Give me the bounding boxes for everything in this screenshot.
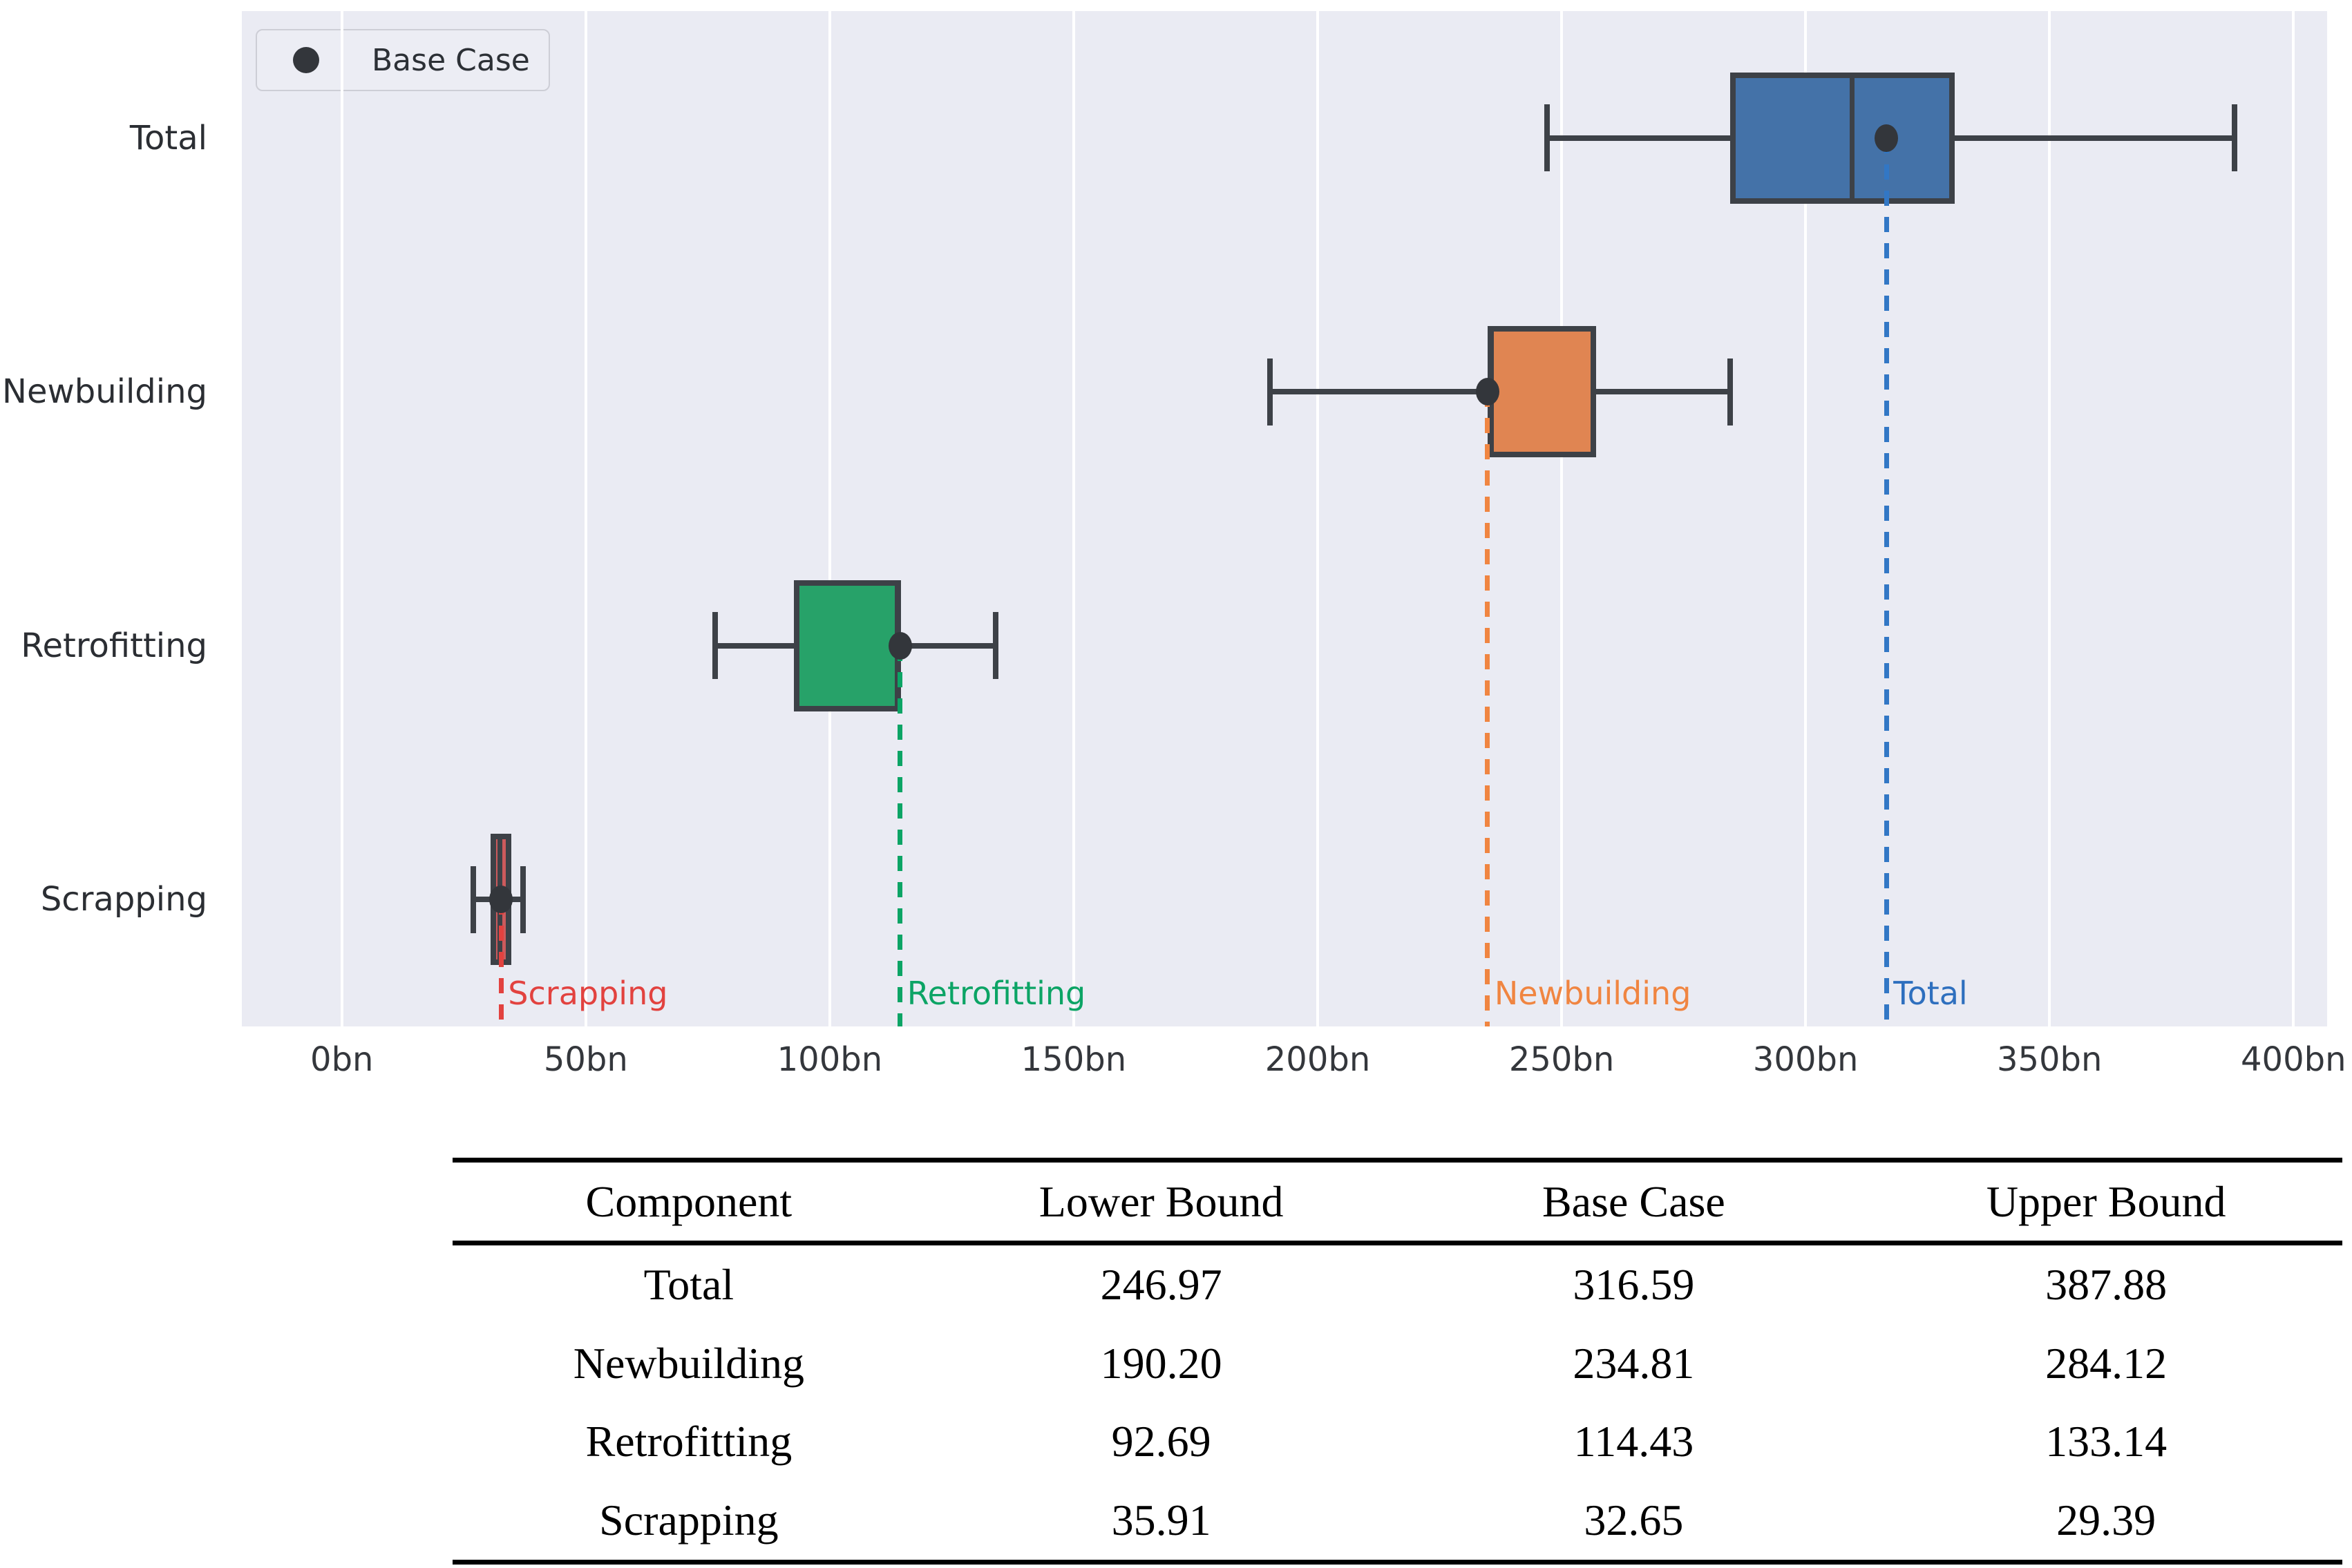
whisker-line-high <box>900 642 996 649</box>
x-tick-label: 150bn <box>1021 1040 1127 1079</box>
table-cell: 246.97 <box>1100 1259 1222 1309</box>
y-category-label: Scrapping <box>40 880 207 919</box>
whisker-line-low <box>473 897 491 903</box>
table-cell: Scrapping <box>599 1495 779 1545</box>
table-row: Total 246.97 316.59 387.88 <box>453 1245 2342 1324</box>
base-case-dashed-line <box>498 899 504 1026</box>
base-case-dashed-line <box>1884 137 1889 1026</box>
base-case-marker <box>1475 378 1499 406</box>
x-tick-label: 0bn <box>310 1040 374 1079</box>
base-case-line-label: Retrofitting <box>907 975 1086 1012</box>
legend: Base Case <box>256 29 550 91</box>
base-case-dashed-line <box>1485 392 1490 1026</box>
x-tick-label: 400bn <box>2241 1040 2346 1079</box>
whisker-line-low <box>1546 135 1730 141</box>
bounds-table: Component Lower Bound Base Case Upper Bound… <box>453 1158 2342 1565</box>
gridline <box>1316 11 1320 1026</box>
table-cell: Newbuilding <box>573 1338 804 1388</box>
x-tick-label: 250bn <box>1508 1040 1615 1079</box>
x-tick-label: 50bn <box>543 1040 628 1079</box>
table-row: Retrofitting 92.69 114.43 133.14 <box>453 1402 2342 1481</box>
table-header-cell: Upper Bound <box>1986 1176 2226 1226</box>
legend-label: Base Case <box>372 42 530 78</box>
whisker-cap-high <box>1727 358 1733 426</box>
whisker-cap-high <box>520 866 526 933</box>
box-newbuilding <box>1488 326 1596 458</box>
plot-area: Base Case Total Newbuilding Retrofitting Sc… <box>242 11 2327 1026</box>
whisker-cap-low <box>1544 104 1550 172</box>
whisker-cap-low <box>712 612 718 680</box>
gridline <box>1560 11 1564 1026</box>
table-header-cell: Lower Bound <box>1039 1176 1284 1226</box>
x-tick-label: 350bn <box>1996 1040 2103 1079</box>
table-cell: Retrofitting <box>585 1417 793 1466</box>
x-tick-label: 100bn <box>777 1040 883 1079</box>
y-category-label: Total <box>129 118 207 157</box>
table-cell: 114.43 <box>1573 1417 1694 1466</box>
table-row: Newbuilding 190.20 234.81 284.12 <box>453 1324 2342 1403</box>
base-case-marker <box>888 631 912 660</box>
whisker-cap-low <box>470 866 476 933</box>
whisker-line-low <box>1269 389 1489 395</box>
box-retrofitting <box>794 580 900 711</box>
table-cell: 387.88 <box>2045 1259 2168 1309</box>
base-case-line-label: Total <box>1893 975 1968 1012</box>
table-cell: 35.91 <box>1111 1495 1211 1545</box>
table-cell: Total <box>643 1259 734 1309</box>
table-header-cell: Component <box>585 1176 793 1226</box>
base-case-line-label: Scrapping <box>508 975 668 1012</box>
median-line <box>1849 72 1855 204</box>
whisker-cap-low <box>1267 358 1273 426</box>
x-tick-label: 200bn <box>1264 1040 1371 1079</box>
y-category-label: Retrofitting <box>21 626 207 665</box>
gridline <box>2048 11 2051 1026</box>
whisker-line-high <box>1954 135 2235 141</box>
table-cell: 284.12 <box>2045 1338 2168 1388</box>
whisker-cap-high <box>992 612 998 680</box>
table-cell: 92.69 <box>1111 1417 1211 1466</box>
table-row: Scrapping 35.91 32.65 29.39 <box>453 1481 2342 1560</box>
base-case-marker <box>1875 124 1899 152</box>
whisker-line-high <box>511 897 523 903</box>
whisker-line-high <box>1595 389 1730 395</box>
table-cell: 190.20 <box>1100 1338 1222 1388</box>
whisker-line-low <box>714 642 795 649</box>
table-header-row: Component Lower Bound Base Case Upper Bound <box>453 1163 2342 1245</box>
gridline <box>2292 11 2295 1026</box>
base-case-dot-icon <box>293 47 319 73</box>
table-header-cell: Base Case <box>1542 1176 1725 1226</box>
gridline <box>584 11 587 1026</box>
box-total <box>1729 72 1955 204</box>
table-body: Total 246.97 316.59 387.88 Newbuilding 190.20… <box>453 1245 2342 1560</box>
table-cell: 29.39 <box>2056 1495 2156 1545</box>
gridline <box>1804 11 1808 1026</box>
base-case-line-label: Newbuilding <box>1494 975 1691 1012</box>
whisker-cap-high <box>2231 104 2237 172</box>
base-case-dashed-line <box>898 645 903 1026</box>
table-cell: 32.65 <box>1584 1495 1684 1545</box>
gridline <box>340 11 343 1026</box>
table-cell: 234.81 <box>1573 1338 1695 1388</box>
base-case-marker <box>489 886 513 914</box>
table-cell: 133.14 <box>2045 1417 2168 1466</box>
y-category-label: Newbuilding <box>2 372 207 412</box>
gridline <box>1072 11 1075 1026</box>
x-tick-label: 300bn <box>1752 1040 1859 1079</box>
table-cell: 316.59 <box>1573 1259 1695 1309</box>
gridline <box>828 11 831 1026</box>
